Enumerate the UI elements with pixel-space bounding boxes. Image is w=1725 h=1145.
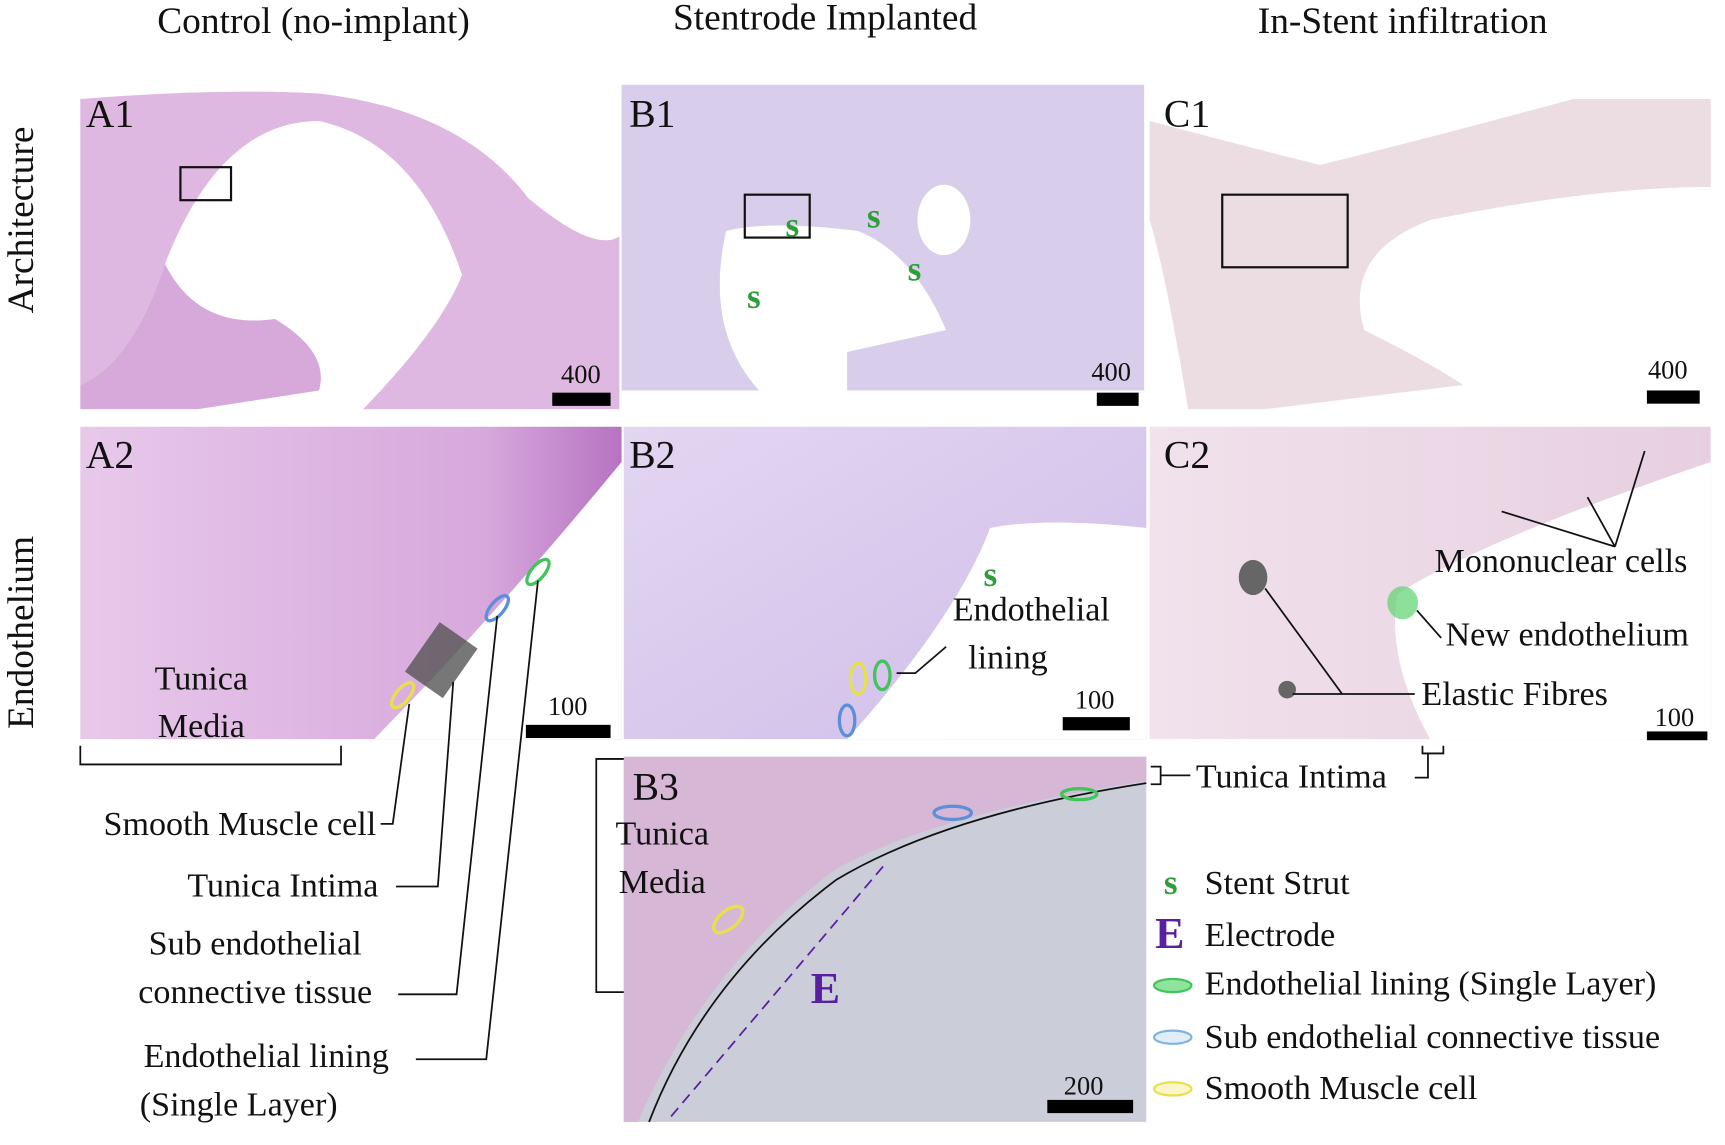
panel-a1 [80, 84, 620, 410]
scale-bar-label: 400 [1648, 354, 1688, 384]
annotation: Tunica Intima [1196, 759, 1387, 796]
panel-label: B2 [629, 432, 675, 476]
annotation: (Single Layer) [140, 1086, 338, 1123]
annotation: Media [619, 864, 706, 901]
strut-marker: s [984, 555, 998, 594]
annotation: Media [158, 708, 245, 745]
panel-label: B1 [629, 91, 675, 135]
strut-marker: s [908, 249, 922, 288]
panel-label: A2 [86, 432, 134, 476]
scale-bar-label: 100 [1075, 684, 1115, 714]
panel-label: C1 [1164, 91, 1210, 135]
legend-symbol: s [1164, 863, 1178, 902]
strut-marker: s [785, 205, 799, 244]
panel-c1 [1149, 84, 1711, 410]
row-header: Architecture [1, 127, 42, 314]
annotation: connective tissue [138, 974, 372, 1011]
panel-label: C2 [1164, 432, 1210, 476]
annotation: New endothelium [1446, 617, 1689, 654]
annotation: Tunica [155, 661, 248, 698]
legend-label: Electrode [1205, 917, 1336, 954]
legend-label: Endothelial lining (Single Layer) [1205, 965, 1657, 1002]
column-header: Stentrode Implanted [673, 0, 978, 39]
legend-symbol: E [1155, 909, 1184, 958]
column-header: In-Stent infiltration [1258, 1, 1548, 42]
legend: s Stent Strut E Electrode Endothelial li… [1152, 863, 1660, 1107]
scale-bar-label: 100 [548, 691, 588, 721]
panel-label: A1 [86, 91, 134, 135]
electrode-marker: E [811, 964, 840, 1013]
scale-bar-label: 200 [1064, 1070, 1104, 1100]
scale-bar-label: 100 [1655, 702, 1695, 732]
legend-label: Stent Strut [1205, 865, 1350, 902]
annotation: Endothelial [953, 591, 1110, 628]
strut-marker: s [867, 197, 881, 236]
panel-b1 [621, 84, 1145, 406]
annotation: lining [968, 640, 1048, 677]
annotation: Mononuclear cells [1435, 543, 1688, 580]
panel-label: B3 [633, 765, 679, 809]
annotation: Sub endothelial [149, 926, 362, 963]
legend-label: Smooth Muscle cell [1205, 1070, 1478, 1107]
panel-c2 [1149, 426, 1711, 741]
panel-b2 [623, 426, 1147, 740]
annotation: Tunica Intima [187, 867, 378, 904]
panel-a2 [80, 426, 622, 740]
strut-marker: s [747, 277, 761, 316]
scale-bar-label: 400 [561, 359, 601, 389]
annotation: Elastic Fibres [1421, 676, 1608, 713]
column-header: Control (no-implant) [157, 1, 470, 42]
annotation: Tunica [616, 816, 709, 853]
row-header: Endothelium [1, 536, 42, 729]
scale-bar-label: 400 [1091, 357, 1131, 387]
annotation: Smooth Muscle cell [103, 806, 376, 843]
panel-b3 [623, 756, 1147, 1123]
annotation: Endothelial lining [144, 1038, 389, 1075]
legend-label: Sub endothelial connective tissue [1205, 1019, 1660, 1056]
